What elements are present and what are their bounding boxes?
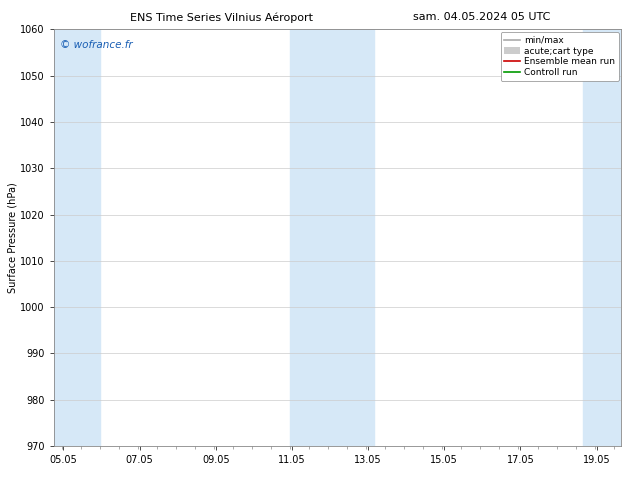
Y-axis label: Surface Pressure (hPa): Surface Pressure (hPa) (8, 182, 18, 293)
Text: sam. 04.05.2024 05 UTC: sam. 04.05.2024 05 UTC (413, 12, 550, 22)
Text: ENS Time Series Vilnius Aéroport: ENS Time Series Vilnius Aéroport (131, 12, 313, 23)
Text: © wofrance.fr: © wofrance.fr (60, 40, 133, 50)
Bar (583, 29, 621, 446)
Bar (54, 29, 100, 446)
Bar (290, 29, 374, 446)
Legend: min/max, acute;cart type, Ensemble mean run, Controll run: min/max, acute;cart type, Ensemble mean … (500, 32, 619, 81)
